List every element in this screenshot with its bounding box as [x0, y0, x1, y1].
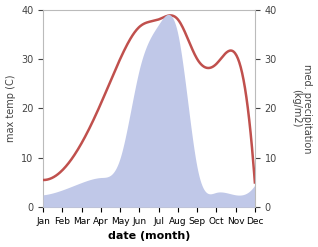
X-axis label: date (month): date (month): [108, 231, 190, 242]
Y-axis label: med. precipitation
(kg/m2): med. precipitation (kg/m2): [291, 64, 313, 153]
Y-axis label: max temp (C): max temp (C): [5, 75, 16, 142]
